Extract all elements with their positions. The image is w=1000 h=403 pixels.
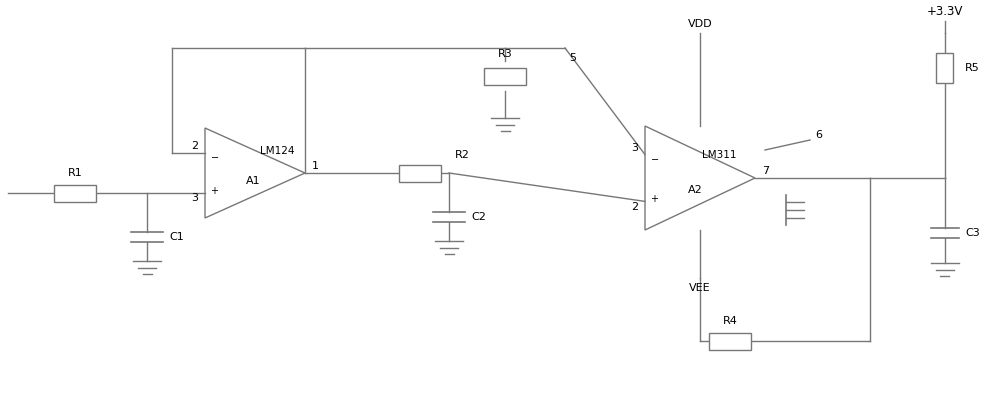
Text: C1: C1 [169,232,184,242]
Bar [399,164,441,181]
Text: LM311: LM311 [702,150,736,160]
Text: R5: R5 [965,63,980,73]
Text: R4: R4 [723,316,737,326]
Text: A2: A2 [688,185,702,195]
Text: 7: 7 [762,166,769,176]
Text: C3: C3 [965,228,980,238]
Text: 5: 5 [569,53,576,63]
Text: 1: 1 [312,161,319,171]
Text: $+$: $+$ [650,193,660,204]
Text: 2: 2 [631,202,638,212]
Bar [54,185,96,202]
Text: R3: R3 [498,49,512,59]
Text: VEE: VEE [689,283,711,293]
Text: 3: 3 [631,143,638,153]
Text: VDD: VDD [688,19,712,29]
Text: LM124: LM124 [260,146,294,156]
Text: R1: R1 [68,168,82,178]
Text: 2: 2 [191,141,198,151]
Text: +3.3V: +3.3V [927,5,963,18]
Text: $-$: $-$ [650,153,660,162]
Bar [709,332,751,349]
Bar [936,53,953,83]
Text: $+$: $+$ [210,185,220,196]
Bar [484,67,526,85]
Text: R2: R2 [455,150,470,160]
Text: C2: C2 [471,212,486,222]
Text: 6: 6 [815,130,822,140]
Text: A1: A1 [246,176,260,186]
Text: $-$: $-$ [210,151,220,161]
Text: 3: 3 [191,193,198,203]
